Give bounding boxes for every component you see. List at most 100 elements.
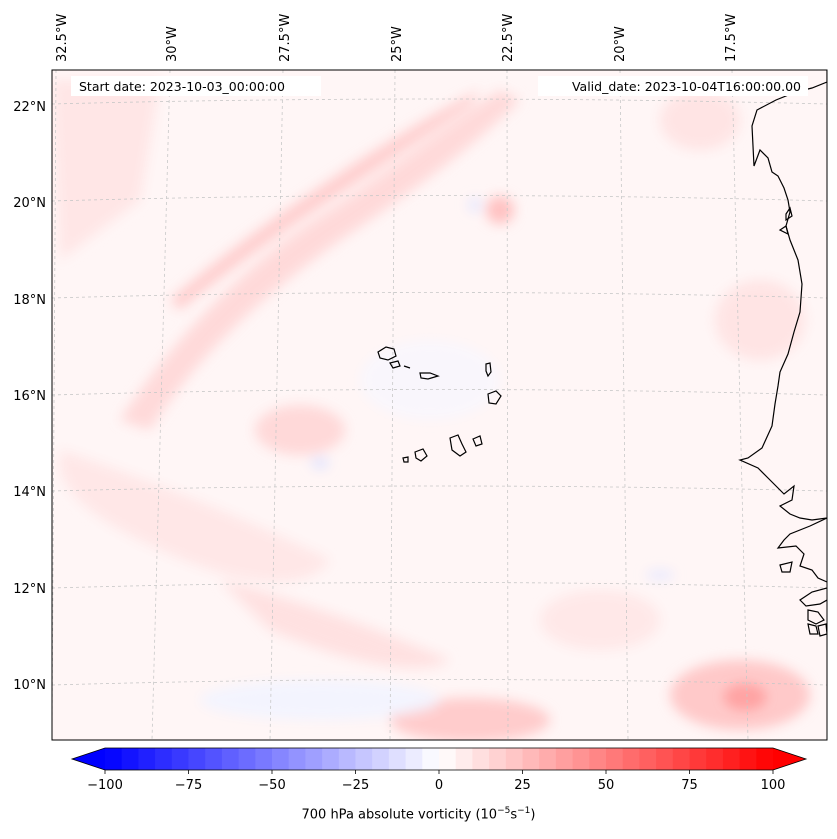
colorbar-segment <box>589 748 607 770</box>
colorbar-tick-label: 50 <box>598 778 615 793</box>
parallel-10n <box>52 679 827 686</box>
lat-label-16n: 16°N <box>13 389 46 404</box>
cape-verde-islands <box>377 346 502 463</box>
colorbar: −100 −75 −50 −25 0 25 50 75 100 <box>70 747 808 793</box>
colorbar-segment <box>238 748 256 770</box>
longitude-labels: 32.5°W 30°W 27.5°W 25°W 22.5°W 20°W 17.5… <box>55 14 739 62</box>
latitude-labels: 22°N 20°N 18°N 16°N 14°N 12°N 10°N <box>13 100 46 693</box>
coastline-banc-arguin <box>785 206 793 222</box>
lat-label-18n: 18°N <box>13 293 46 308</box>
colorbar-segment <box>689 748 707 770</box>
meridian-30w <box>151 70 171 740</box>
meridian-32-5w <box>52 70 57 740</box>
island-fogo <box>414 448 428 462</box>
parallel-20n <box>52 195 827 202</box>
colorbar-segment <box>121 748 139 770</box>
map-frame <box>51 69 828 741</box>
island-sao-vicente <box>389 360 401 369</box>
vorticity-field <box>52 80 810 740</box>
colorbar-segment <box>105 748 123 770</box>
colorbar-segment <box>455 748 473 770</box>
colorbar-segment <box>388 748 406 770</box>
colorbar-segment <box>672 748 690 770</box>
colorbar-tick-label: −25 <box>342 778 369 793</box>
meridian-25w <box>389 70 396 740</box>
island-santa-luzia <box>403 365 411 369</box>
colorbar-label: 700 hPa absolute vorticity (10−5s−1) <box>0 806 837 822</box>
parallel-16n <box>52 389 827 396</box>
colorbar-segment <box>505 748 523 770</box>
lat-label-10n: 10°N <box>13 678 46 693</box>
colorbar-tick-label: −50 <box>258 778 285 793</box>
colorbar-segment <box>522 748 540 770</box>
colorbar-segments <box>105 748 774 770</box>
coastline-bijagos-1 <box>807 609 825 625</box>
colorbar-ticks: −100 −75 −50 −25 0 25 50 75 100 <box>87 770 785 793</box>
colorbar-segment <box>288 748 306 770</box>
valid-date-text: Valid_date: 2023-10-04T16:00:00.00 <box>572 79 801 94</box>
island-brava <box>402 456 409 463</box>
map-header: Start date: 2023-10-03_00:00:00 Valid_da… <box>71 76 808 96</box>
coastline-bijagos-2 <box>807 623 819 635</box>
meridian-27-5w <box>269 70 284 740</box>
island-boa-vista <box>487 390 502 405</box>
map-panel <box>52 70 827 740</box>
start-date-box <box>71 76 321 96</box>
colorbar-segment <box>355 748 373 770</box>
colorbar-label-main: 700 hPa absolute vorticity (10 <box>301 807 498 823</box>
start-date-text: Start date: 2023-10-03_00:00:00 <box>79 79 285 94</box>
colorbar-segment <box>639 748 657 770</box>
coastline-mainland <box>738 70 827 521</box>
lon-label-25w: 25°W <box>390 26 405 62</box>
colorbar-segment <box>188 748 206 770</box>
colorbar-tick-label: 75 <box>681 778 698 793</box>
colorbar-segment <box>338 748 356 770</box>
colorbar-segment <box>472 748 490 770</box>
parallel-22n <box>52 98 827 105</box>
lat-label-22n: 22°N <box>13 100 46 115</box>
island-sao-nicolau <box>419 372 440 380</box>
colorbar-segment <box>722 748 740 770</box>
colorbar-segment <box>656 748 674 770</box>
parallel-12n <box>52 582 827 589</box>
colorbar-segment <box>405 748 423 770</box>
colorbar-tick-label: −75 <box>175 778 202 793</box>
parallel-14n <box>52 485 827 492</box>
lon-label-32-5w: 32.5°W <box>55 14 70 62</box>
lon-label-20w: 20°W <box>613 26 628 62</box>
graticule <box>52 70 827 740</box>
colorbar-label-unit: s <box>510 807 518 823</box>
colorbar-segment <box>255 748 273 770</box>
island-santo-antao <box>377 346 397 361</box>
coastline-gambia <box>776 517 827 583</box>
colorbar-segment <box>606 748 624 770</box>
colorbar-segment <box>539 748 557 770</box>
lat-label-20n: 20°N <box>13 196 46 211</box>
colorbar-label-exp1: −5 <box>497 806 511 816</box>
colorbar-segment <box>138 748 156 770</box>
lon-label-17-5w: 17.5°W <box>724 14 739 62</box>
colorbar-label-end: ) <box>530 807 536 823</box>
coastline-guinea-bissau <box>799 587 827 607</box>
lon-label-22-5w: 22.5°W <box>501 14 516 62</box>
colorbar-tick-label: 25 <box>514 778 531 793</box>
meridian-20w <box>619 70 629 740</box>
colorbar-segment <box>422 748 440 770</box>
coastline-bijagos-3 <box>817 623 827 637</box>
colorbar-segment <box>221 748 239 770</box>
colorbar-segment <box>555 748 573 770</box>
colorbar-tick-label: 100 <box>761 778 786 793</box>
coastline-casamance <box>779 561 793 573</box>
colorbar-segment <box>756 748 774 770</box>
island-maio <box>472 435 483 447</box>
colorbar-segment <box>739 748 757 770</box>
colorbar-segment <box>155 748 173 770</box>
lon-label-27-5w: 27.5°W <box>278 14 293 62</box>
colorbar-segment <box>439 748 457 770</box>
lat-label-14n: 14°N <box>13 485 46 500</box>
lon-label-30w: 30°W <box>165 26 180 62</box>
african-coastline <box>738 70 827 637</box>
colorbar-segment <box>272 748 290 770</box>
colorbar-segment <box>305 748 323 770</box>
valid-date-box <box>538 76 808 96</box>
